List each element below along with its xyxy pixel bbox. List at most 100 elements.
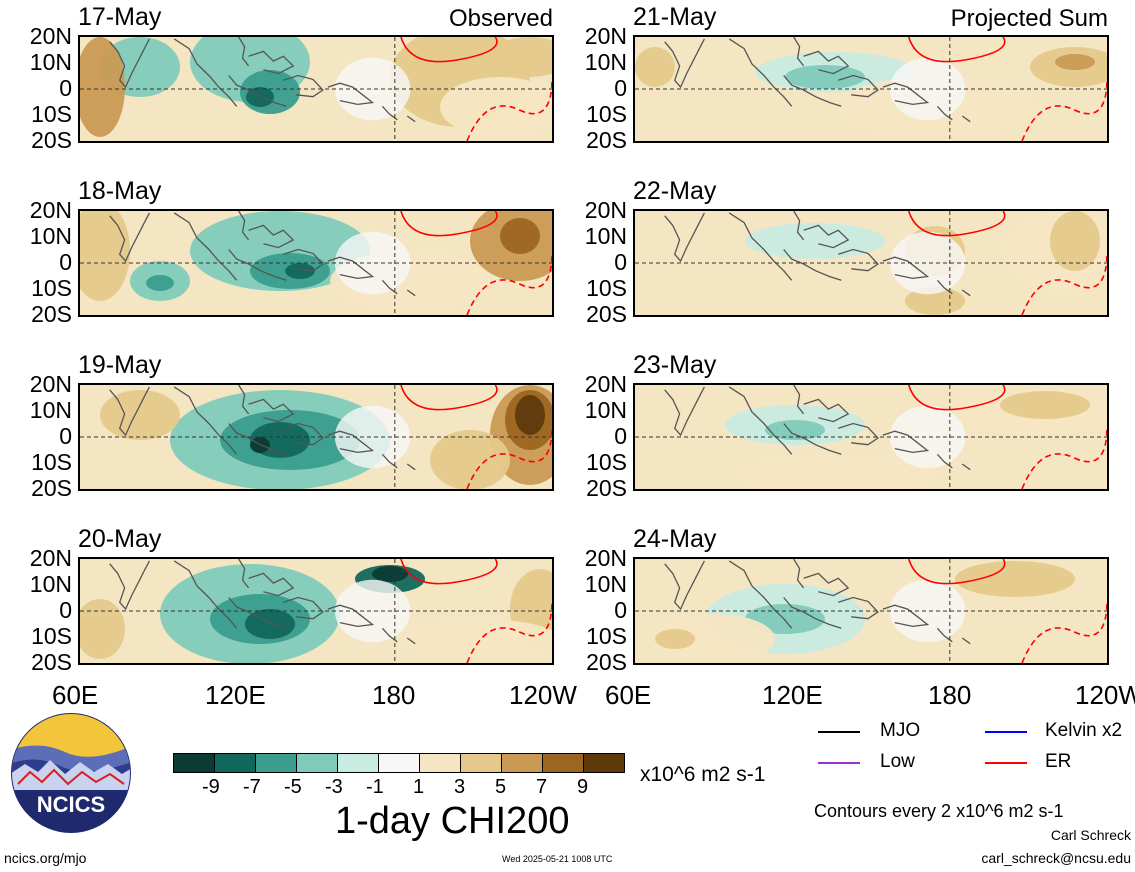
- er-contour-solid: [907, 37, 1006, 63]
- left-lat-label: 0: [59, 423, 72, 449]
- coastline: [882, 430, 930, 454]
- coastline: [882, 82, 930, 106]
- er-contour-solid: [400, 559, 498, 585]
- er-contour-solid: [400, 37, 498, 63]
- logo-text: NCICS: [37, 792, 105, 817]
- lon-label-120e-right: 120E: [762, 680, 823, 710]
- er-contour-dashed: [466, 78, 552, 141]
- colorbar-tick-label: 1: [413, 776, 425, 798]
- left-lat-label: 10S: [31, 449, 72, 475]
- left-lat-label: 10S: [31, 623, 72, 649]
- shading-blob: [1050, 211, 1100, 271]
- coastline: [728, 212, 793, 281]
- right-lat-label: 20S: [586, 649, 627, 675]
- legend-kelvin-label: Kelvin x2: [1045, 720, 1123, 741]
- right-panel-date-2: 22-May: [633, 177, 717, 205]
- right-lat-label: 10S: [586, 275, 627, 301]
- right-lat-label: 10S: [586, 449, 627, 475]
- shading-blob: [334, 405, 411, 469]
- left-lat-label: 10S: [31, 275, 72, 301]
- coastline: [406, 637, 416, 645]
- shading-blob: [1055, 54, 1095, 70]
- coastline: [783, 423, 842, 455]
- left-map-panel-3: [78, 383, 554, 491]
- right-lat-label: 10S: [586, 623, 627, 649]
- left-panel-date-4: 20-May: [78, 525, 162, 553]
- er-contour-dashed: [1021, 252, 1107, 315]
- left-map-svg-1: [80, 37, 552, 141]
- shading-blob: [745, 223, 885, 259]
- right-lat-label: 20N: [584, 23, 627, 49]
- coastline: [283, 596, 324, 620]
- right-map-panel-4: [633, 557, 1109, 665]
- coastline: [327, 82, 375, 106]
- coastline: [838, 596, 879, 620]
- coastline: [961, 463, 971, 471]
- shading-blob: [889, 405, 966, 469]
- left-lat-label: 20N: [29, 371, 72, 397]
- shading-blob: [655, 614, 775, 663]
- left-lat-label: 20S: [31, 127, 72, 153]
- left-lat-label: 20S: [31, 475, 72, 501]
- right-map-panel-3: [633, 383, 1109, 491]
- coastline: [406, 463, 416, 471]
- er-contour-solid: [400, 385, 498, 411]
- shading-blob: [334, 579, 411, 643]
- right-lat-label: 0: [614, 249, 627, 275]
- left-lat-label: 20S: [31, 649, 72, 675]
- left-lat-label: 20S: [31, 301, 72, 327]
- colorbar-tick-label: 3: [454, 776, 466, 798]
- er-contour-dashed: [466, 252, 552, 315]
- left-lat-label: 0: [59, 75, 72, 101]
- right-map-svg-3: [635, 385, 1107, 489]
- left-panel-date-2: 18-May: [78, 177, 162, 205]
- shading-blob: [80, 211, 130, 301]
- shading-blob: [372, 566, 408, 582]
- shading-blob: [430, 430, 510, 489]
- shading-blob: [1000, 391, 1090, 419]
- right-lat-label: 20S: [586, 127, 627, 153]
- lon-label-180-left: 180: [372, 680, 416, 710]
- lon-label-120w-right: 120W: [1075, 682, 1135, 708]
- er-contour-dashed: [1021, 600, 1107, 663]
- er-contour-dashed: [466, 426, 552, 489]
- timestamp: Wed 2025-05-21 1008 UTC: [502, 854, 613, 864]
- colorbar-tick-label: -7: [243, 776, 261, 798]
- coastline: [406, 289, 416, 297]
- legend-mjo-label: MJO: [880, 720, 921, 741]
- right-panel-date-3: 23-May: [633, 351, 717, 379]
- left-lat-label: 0: [59, 249, 72, 275]
- colorbar-cell: [378, 753, 420, 773]
- left-map-panel-4: [78, 557, 554, 665]
- colorbar-units: x10^6 m2 s-1: [640, 763, 766, 786]
- colorbar-cell: [214, 753, 256, 773]
- colorbar-tick-label: 7: [536, 776, 548, 798]
- shading-blob: [889, 231, 966, 295]
- coastline: [109, 38, 150, 89]
- shading-blob: [655, 629, 695, 649]
- right-lat-label: 20S: [586, 301, 627, 327]
- legend-er-label: ER: [1045, 751, 1072, 772]
- colorbar-cell: [337, 753, 379, 773]
- left-panel-date-1: 17-May: [78, 3, 162, 31]
- coastline: [406, 115, 416, 123]
- coastline: [283, 422, 324, 446]
- coastline: [803, 50, 850, 75]
- er-contour-dashed: [1021, 426, 1107, 489]
- coastline: [882, 604, 930, 628]
- site-link[interactable]: ncics.org/mjo: [4, 850, 87, 866]
- coastline: [728, 38, 793, 107]
- coastline: [173, 560, 238, 629]
- shading-blob: [80, 37, 125, 137]
- coastline: [109, 386, 150, 437]
- er-contour-dashed: [1021, 78, 1107, 141]
- right-lat-label: 10N: [584, 397, 627, 423]
- colorbar-cell: [583, 753, 625, 773]
- shading-blob: [500, 218, 540, 254]
- coastline: [248, 572, 295, 597]
- right-lat-label: 10N: [584, 223, 627, 249]
- contours-note: Contours every 2 x10^6 m2 s-1: [814, 801, 1064, 821]
- coastline: [783, 597, 842, 629]
- shading-blob: [955, 561, 1075, 597]
- coastline: [248, 398, 295, 423]
